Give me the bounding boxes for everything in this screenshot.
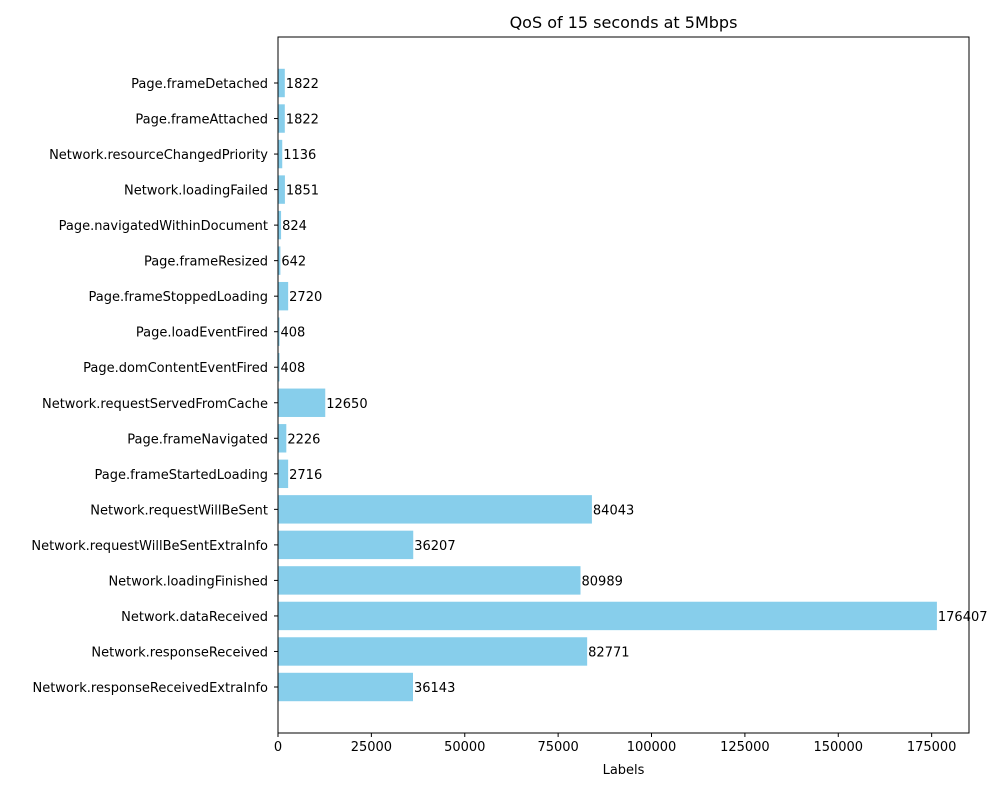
y-tick-label: Page.domContentEventFired — [83, 361, 268, 376]
y-tick-label: Network.responseReceived — [91, 645, 268, 660]
data-label: 2716 — [289, 468, 322, 483]
y-tick-label: Page.frameResized — [144, 255, 268, 270]
y-tick-label: Page.frameAttached — [135, 113, 268, 128]
y-tick-label: Network.requestServedFromCache — [42, 397, 268, 412]
x-axis-ticks: 0 25000 50000 75000 100000 125000 150000 175000 — [274, 733, 957, 755]
y-tick-label: Network.responseReceivedExtraInfo — [32, 681, 268, 696]
y-tick-label: Page.frameStartedLoading — [95, 468, 268, 483]
data-label: 408 — [281, 361, 306, 376]
bar-Network-resourceChangedPriority — [278, 139, 283, 169]
bar-Page-loadEventFired — [278, 317, 280, 346]
data-label: 824 — [282, 219, 307, 234]
data-label: 84043 — [593, 503, 634, 518]
data-label: 408 — [281, 326, 306, 341]
data-label: 36143 — [414, 681, 455, 696]
bar-Page-frameAttached — [278, 104, 285, 133]
x-tick-label: 175000 — [907, 740, 957, 755]
y-tick-label: Page.navigatedWithinDocument — [59, 219, 268, 234]
data-labels-group: 36143 82771 176407 80989 36207 84043 2716 2226 1… — [281, 77, 988, 696]
data-label: 36207 — [414, 539, 455, 554]
bar-Network-loadingFailed — [278, 175, 285, 204]
x-tick-label: 75000 — [537, 740, 578, 755]
bars-group — [278, 68, 937, 702]
chart-title: QoS of 15 seconds at 5Mbps — [510, 13, 738, 32]
bar-Network-dataReceived — [278, 601, 937, 631]
data-label: 1851 — [286, 184, 319, 199]
x-tick-label: 0 — [274, 740, 282, 755]
data-label: 642 — [281, 255, 306, 270]
y-tick-label: Page.frameDetached — [131, 77, 268, 92]
x-axis-label: Labels — [603, 763, 645, 778]
y-tick-label: Page.frameNavigated — [127, 432, 268, 447]
y-tick-label: Page.frameStoppedLoading — [89, 290, 269, 305]
bar-Network-requestServedFromCache — [278, 388, 326, 417]
bar-Page-navigatedWithinDocument — [278, 210, 282, 240]
y-tick-label: Network.loadingFailed — [124, 184, 268, 199]
data-label: 1136 — [283, 148, 316, 163]
y-tick-label: Network.requestWillBeSentExtraInfo — [31, 539, 268, 554]
x-tick-label: 25000 — [351, 740, 392, 755]
bar-Page-domContentEventFired — [278, 353, 280, 382]
bar-Network-loadingFinished — [278, 566, 581, 595]
y-tick-label: Page.loadEventFired — [136, 326, 268, 341]
y-tick-label: Network.resourceChangedPriority — [49, 148, 268, 163]
x-tick-label: 100000 — [627, 740, 677, 755]
y-tick-label: Network.loadingFinished — [108, 574, 268, 589]
data-label: 1822 — [286, 77, 319, 92]
y-tick-label: Network.dataReceived — [121, 610, 268, 625]
bar-Page-frameResized — [278, 246, 281, 275]
bar-Page-frameStartedLoading — [278, 459, 289, 489]
data-label: 80989 — [582, 574, 623, 589]
bar-Page-frameDetached — [278, 68, 285, 98]
plot-frame — [277, 36, 970, 734]
y-axis-ticks: Network.responseReceivedExtraInfo Network… — [31, 77, 278, 696]
data-label: 176407 — [938, 610, 988, 625]
bar-Page-frameStoppedLoading — [278, 281, 289, 311]
bar-Network-responseReceived — [278, 637, 588, 666]
bar-Network-requestWillBeSent — [278, 495, 592, 524]
x-tick-label: 125000 — [720, 740, 770, 755]
data-label: 82771 — [588, 645, 629, 660]
data-label: 1822 — [286, 113, 319, 128]
bar-Page-frameNavigated — [278, 424, 287, 453]
data-label: 12650 — [326, 397, 367, 412]
x-tick-label: 50000 — [444, 740, 485, 755]
bar-Network-responseReceivedExtraInfo — [278, 672, 413, 702]
y-tick-label: Network.requestWillBeSent — [90, 503, 268, 518]
bar-Network-requestWillBeSentExtraInfo — [278, 530, 414, 560]
data-label: 2720 — [289, 290, 322, 305]
data-label: 2226 — [287, 432, 320, 447]
x-tick-label: 150000 — [813, 740, 863, 755]
